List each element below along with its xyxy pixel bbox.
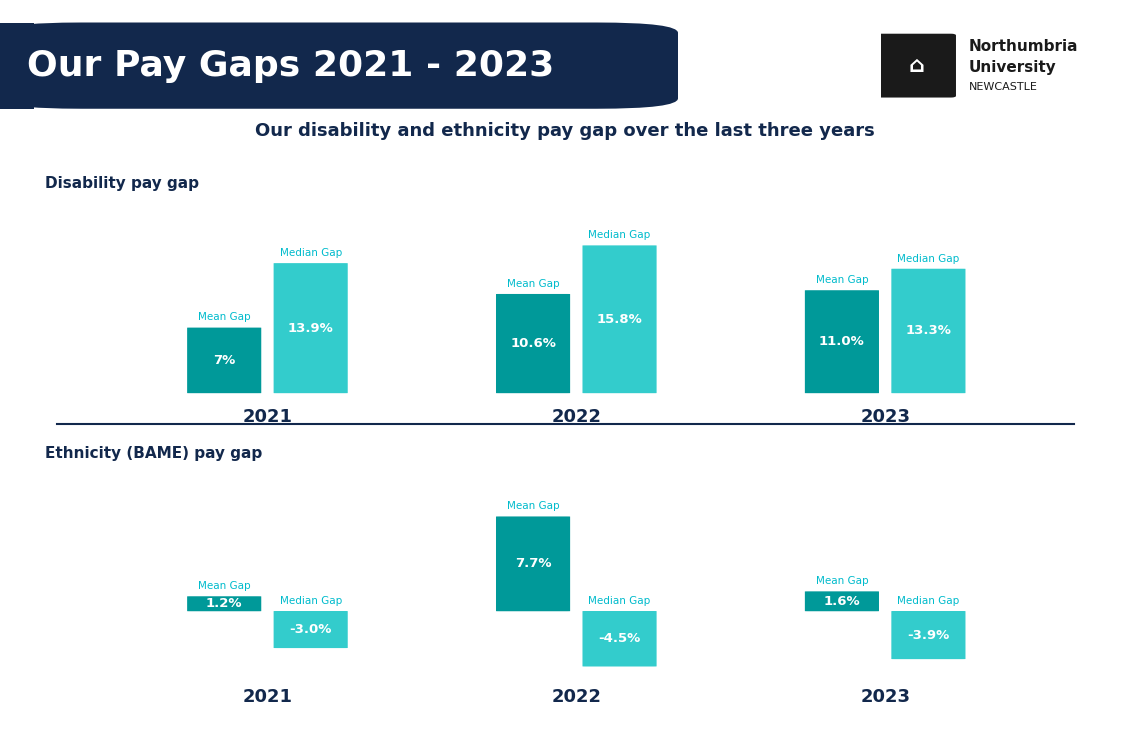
FancyBboxPatch shape [496, 517, 571, 611]
FancyBboxPatch shape [805, 591, 879, 611]
Text: Mean Gap: Mean Gap [816, 275, 868, 285]
Text: Median Gap: Median Gap [589, 230, 651, 240]
Text: 1.2%: 1.2% [206, 597, 243, 610]
Text: 2021: 2021 [243, 688, 293, 706]
Text: -4.5%: -4.5% [599, 632, 641, 645]
Text: Our disability and ethnicity pay gap over the last three years: Our disability and ethnicity pay gap ove… [255, 122, 875, 140]
Text: 11.0%: 11.0% [819, 335, 864, 348]
Text: 1.6%: 1.6% [824, 595, 860, 608]
Text: Mean Gap: Mean Gap [816, 576, 868, 586]
Text: 7.7%: 7.7% [515, 557, 551, 570]
Text: 13.9%: 13.9% [288, 322, 333, 334]
FancyBboxPatch shape [582, 245, 657, 393]
FancyBboxPatch shape [892, 268, 965, 393]
Text: Mean Gap: Mean Gap [506, 279, 559, 289]
Text: 2023: 2023 [860, 408, 910, 426]
FancyBboxPatch shape [188, 328, 261, 393]
Text: 15.8%: 15.8% [597, 313, 643, 326]
Text: Disability pay gap: Disability pay gap [45, 176, 199, 191]
Text: Median Gap: Median Gap [589, 596, 651, 605]
Text: University: University [968, 60, 1057, 75]
Text: 13.3%: 13.3% [905, 325, 951, 338]
Text: Mean Gap: Mean Gap [198, 313, 251, 322]
Text: Median Gap: Median Gap [897, 254, 959, 263]
Text: 10.6%: 10.6% [510, 337, 556, 350]
FancyBboxPatch shape [805, 290, 879, 393]
Text: 2021: 2021 [243, 408, 293, 426]
FancyBboxPatch shape [582, 611, 657, 667]
Text: Median Gap: Median Gap [279, 248, 341, 258]
Text: Northumbria: Northumbria [968, 39, 1078, 54]
FancyBboxPatch shape [0, 22, 678, 109]
FancyBboxPatch shape [877, 34, 956, 98]
Text: 2022: 2022 [551, 408, 601, 426]
Text: Median Gap: Median Gap [897, 596, 959, 605]
Text: 2022: 2022 [551, 688, 601, 706]
Text: Mean Gap: Mean Gap [506, 501, 559, 511]
FancyBboxPatch shape [496, 294, 571, 393]
Text: NEWCASTLE: NEWCASTLE [968, 82, 1037, 92]
Text: 7%: 7% [214, 354, 235, 367]
Text: -3.9%: -3.9% [907, 628, 949, 641]
Text: Ethnicity (BAME) pay gap: Ethnicity (BAME) pay gap [45, 446, 262, 461]
Text: Mean Gap: Mean Gap [198, 580, 251, 591]
FancyBboxPatch shape [892, 611, 965, 659]
Text: -3.0%: -3.0% [289, 623, 332, 636]
Text: Our Pay Gaps 2021 - 2023: Our Pay Gaps 2021 - 2023 [27, 49, 555, 82]
FancyBboxPatch shape [273, 263, 348, 393]
Text: ⌂: ⌂ [909, 56, 924, 76]
Text: 2023: 2023 [860, 688, 910, 706]
FancyBboxPatch shape [188, 596, 261, 611]
Text: Median Gap: Median Gap [279, 596, 341, 605]
FancyBboxPatch shape [273, 611, 348, 648]
Bar [0, 22, 34, 109]
